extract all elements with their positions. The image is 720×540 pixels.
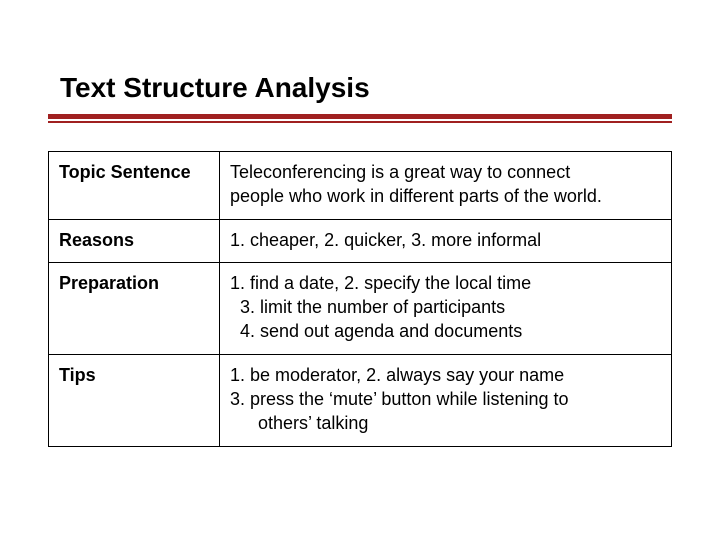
body-line: 4. send out agenda and documents <box>230 319 661 343</box>
table-row: Reasons 1. cheaper, 2. quicker, 3. more i… <box>49 219 672 262</box>
table-row: Topic Sentence Teleconferencing is a grea… <box>49 152 672 220</box>
row-body: 1. be moderator, 2. always say your name… <box>220 354 672 446</box>
body-line: others’ talking <box>230 411 661 435</box>
table-body: Topic Sentence Teleconferencing is a grea… <box>49 152 672 447</box>
body-line: 1. cheaper, 2. quicker, 3. more informal <box>230 228 661 252</box>
body-line: 1. be moderator, 2. always say your name <box>230 363 661 387</box>
title-block: Text Structure Analysis <box>48 72 672 123</box>
content-table: Topic Sentence Teleconferencing is a grea… <box>48 151 672 447</box>
body-line: 3. press the ‘mute’ button while listeni… <box>230 387 661 411</box>
body-line: 3. limit the number of participants <box>230 295 661 319</box>
body-line: 1. find a date, 2. specify the local tim… <box>230 271 661 295</box>
table-row: Tips1. be moderator, 2. always say your … <box>49 354 672 446</box>
body-line: people who work in different parts of th… <box>230 184 661 208</box>
row-label: Preparation <box>49 262 220 354</box>
table-row: Preparation 1. find a date, 2. specify th… <box>49 262 672 354</box>
slide: Text Structure Analysis Topic Sentence Te… <box>0 0 720 540</box>
row-body: Teleconferencing is a great way to conne… <box>220 152 672 220</box>
row-body: 1. cheaper, 2. quicker, 3. more informal <box>220 219 672 262</box>
row-label: Topic Sentence <box>49 152 220 220</box>
row-label: Reasons <box>49 219 220 262</box>
row-label: Tips <box>49 354 220 446</box>
slide-title: Text Structure Analysis <box>48 72 672 104</box>
body-line: Teleconferencing is a great way to conne… <box>230 160 661 184</box>
rule-thin <box>48 121 672 123</box>
title-underline <box>48 114 672 123</box>
row-body: 1. find a date, 2. specify the local tim… <box>220 262 672 354</box>
